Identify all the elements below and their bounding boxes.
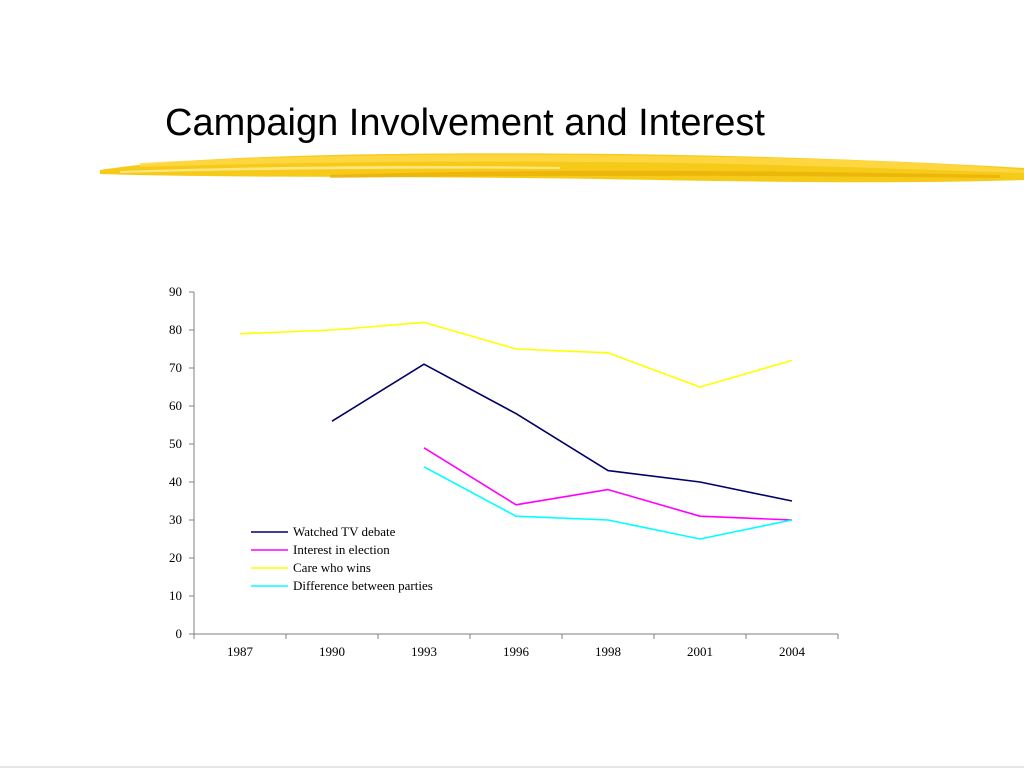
y-tick-label: 60 — [169, 398, 182, 413]
y-axis: 0 10 20 30 40 50 60 70 80 90 — [169, 284, 195, 641]
legend-label: Difference between parties — [293, 578, 433, 593]
x-tick-label: 1996 — [503, 644, 530, 659]
y-tick-label: 70 — [169, 360, 182, 375]
y-tick-label: 20 — [169, 550, 182, 565]
x-tick-label: 1993 — [411, 644, 437, 659]
x-tick-label: 1990 — [319, 644, 345, 659]
y-tick-label: 30 — [169, 512, 182, 527]
brush-stroke-streak — [120, 166, 560, 173]
legend-label: Interest in election — [293, 542, 390, 557]
slide-title: Campaign Involvement and Interest — [165, 102, 765, 144]
y-tick-label: 90 — [169, 284, 182, 299]
series-layer — [239, 321, 793, 540]
y-tick-label: 80 — [169, 322, 182, 337]
x-tick-label: 2001 — [687, 644, 713, 659]
y-tick-label: 40 — [169, 474, 182, 489]
series-line-interest-in-election — [423, 447, 793, 521]
legend: Watched TV debate Interest in election Car… — [251, 524, 433, 593]
series-line-difference-between-parties — [423, 466, 793, 540]
y-tick-label: 50 — [169, 436, 182, 451]
highlighter-stroke — [100, 153, 1024, 183]
x-axis: 1987 1990 1993 1996 1998 2001 2004 — [193, 633, 839, 659]
x-tick-label: 1987 — [227, 644, 254, 659]
series-line-watched-tv-debate — [331, 363, 793, 502]
x-tick-label: 1998 — [595, 644, 621, 659]
series-line-care-who-wins — [239, 321, 793, 388]
bottom-rule — [0, 766, 1024, 768]
y-tick-label: 0 — [176, 626, 183, 641]
brush-stroke-light — [140, 154, 1024, 173]
legend-label: Care who wins — [293, 560, 371, 575]
brush-stroke-dark — [330, 170, 1000, 178]
legend-label: Watched TV debate — [293, 524, 396, 539]
y-tick-label: 10 — [169, 588, 182, 603]
x-tick-label: 2004 — [779, 644, 806, 659]
